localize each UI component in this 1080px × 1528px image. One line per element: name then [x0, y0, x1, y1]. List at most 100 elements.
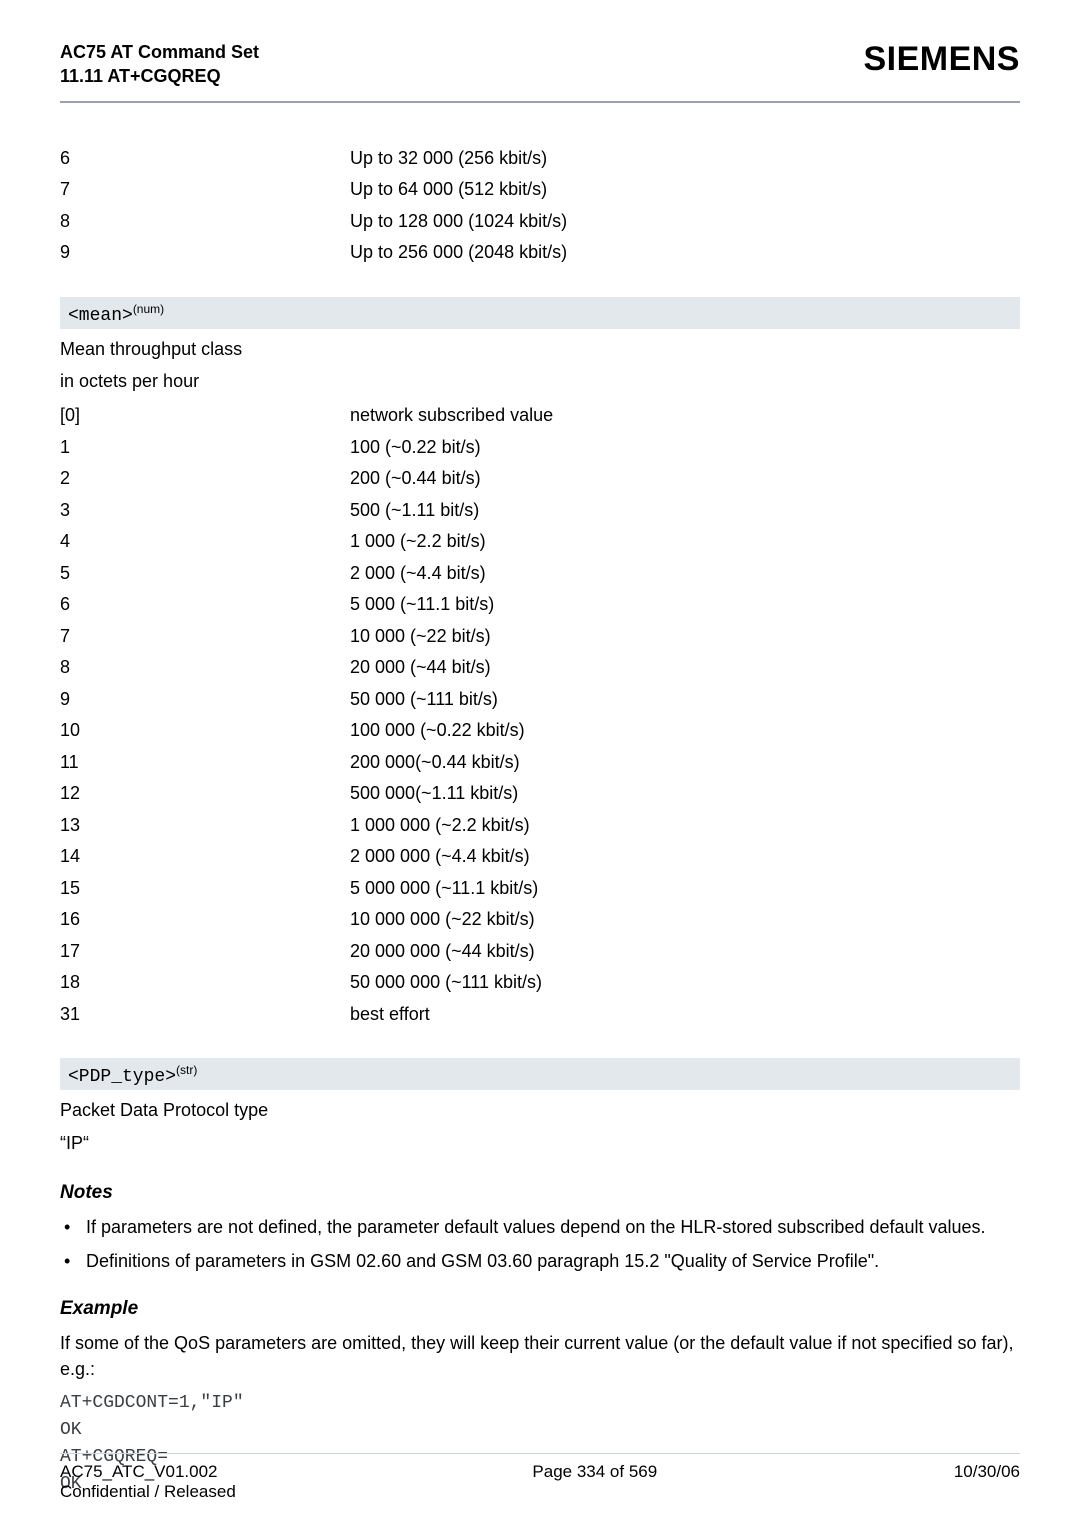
cell-val: 1 000 (~2.2 bit/s)	[350, 526, 1020, 558]
cell-val: 200 000(~0.44 kbit/s)	[350, 747, 1020, 779]
list-item: Definitions of parameters in GSM 02.60 a…	[60, 1248, 1020, 1274]
cell-key: 9	[60, 684, 350, 716]
page: AC75 AT Command Set 11.11 AT+CGQREQ SIEM…	[0, 0, 1080, 1528]
param-desc: in octets per hour	[60, 367, 1020, 396]
example-intro: If some of the QoS parameters are omitte…	[60, 1330, 1020, 1382]
brand-logo: SIEMENS	[863, 40, 1020, 79]
param-desc: “IP“	[60, 1129, 1020, 1158]
cell-key: 18	[60, 967, 350, 999]
table-row: 11200 000(~0.44 kbit/s)	[60, 747, 1020, 779]
cell-val: 500 (~1.11 bit/s)	[350, 495, 1020, 527]
cell-key: 7	[60, 174, 350, 206]
cell-val: 10 000 000 (~22 kbit/s)	[350, 904, 1020, 936]
header-divider	[60, 101, 1020, 103]
cell-key: 16	[60, 904, 350, 936]
cell-val: 2 000 000 (~4.4 kbit/s)	[350, 841, 1020, 873]
table-row: 950 000 (~111 bit/s)	[60, 684, 1020, 716]
cell-key: 6	[60, 589, 350, 621]
table-row: 1100 (~0.22 bit/s)	[60, 432, 1020, 464]
cell-val: 20 000 (~44 bit/s)	[350, 652, 1020, 684]
cell-key: 5	[60, 558, 350, 590]
cell-key: 8	[60, 652, 350, 684]
cell-key: 15	[60, 873, 350, 905]
table-row: [0]network subscribed value	[60, 400, 1020, 432]
table-row: 142 000 000 (~4.4 kbit/s)	[60, 841, 1020, 873]
cell-key: [0]	[60, 400, 350, 432]
param-name: <mean>	[68, 306, 133, 326]
cell-key: 7	[60, 621, 350, 653]
table-row: 131 000 000 (~2.2 kbit/s)	[60, 810, 1020, 842]
cell-key: 17	[60, 936, 350, 968]
table-row: 820 000 (~44 bit/s)	[60, 652, 1020, 684]
table-row: 52 000 (~4.4 bit/s)	[60, 558, 1020, 590]
table-row: 7 Up to 64 000 (512 kbit/s)	[60, 174, 1020, 206]
header-left: AC75 AT Command Set 11.11 AT+CGQREQ	[60, 40, 259, 89]
cell-key: 2	[60, 463, 350, 495]
table-row: 6 Up to 32 000 (256 kbit/s)	[60, 143, 1020, 175]
table-row: 1610 000 000 (~22 kbit/s)	[60, 904, 1020, 936]
cell-key: 3	[60, 495, 350, 527]
table-row: 2200 (~0.44 bit/s)	[60, 463, 1020, 495]
cell-val: 5 000 000 (~11.1 kbit/s)	[350, 873, 1020, 905]
cell-val: Up to 256 000 (2048 kbit/s)	[350, 237, 1020, 269]
cell-key: 12	[60, 778, 350, 810]
cell-val: 5 000 (~11.1 bit/s)	[350, 589, 1020, 621]
cell-val: 50 000 (~111 bit/s)	[350, 684, 1020, 716]
table-row: 31best effort	[60, 999, 1020, 1031]
example-title: Example	[60, 1298, 1020, 1320]
table-row: 41 000 (~2.2 bit/s)	[60, 526, 1020, 558]
param-type-sup: (num)	[133, 302, 164, 316]
footer-right: 10/30/06	[954, 1462, 1020, 1502]
table-row: 1720 000 000 (~44 kbit/s)	[60, 936, 1020, 968]
param-head-pdp-type: <PDP_type>(str)	[60, 1058, 1020, 1090]
cell-key: 6	[60, 143, 350, 175]
param-head-mean: <mean>(num)	[60, 297, 1020, 329]
footer-center: Page 334 of 569	[532, 1462, 657, 1502]
param-type-sup: (str)	[176, 1063, 197, 1077]
cell-val: best effort	[350, 999, 1020, 1031]
table-row: 9 Up to 256 000 (2048 kbit/s)	[60, 237, 1020, 269]
peak-throughput-table: 6 Up to 32 000 (256 kbit/s) 7 Up to 64 0…	[60, 143, 1020, 269]
table-row: 3500 (~1.11 bit/s)	[60, 495, 1020, 527]
cell-val: 200 (~0.44 bit/s)	[350, 463, 1020, 495]
cell-key: 4	[60, 526, 350, 558]
footer-left: AC75_ATC_V01.002 Confidential / Released	[60, 1462, 236, 1502]
cell-val: 1 000 000 (~2.2 kbit/s)	[350, 810, 1020, 842]
cell-key: 8	[60, 206, 350, 238]
doc-subtitle: 11.11 AT+CGQREQ	[60, 64, 259, 88]
cell-key: 13	[60, 810, 350, 842]
cell-val: network subscribed value	[350, 400, 1020, 432]
table-row: 8 Up to 128 000 (1024 kbit/s)	[60, 206, 1020, 238]
cell-val: 20 000 000 (~44 kbit/s)	[350, 936, 1020, 968]
mean-throughput-table: [0]network subscribed value 1100 (~0.22 …	[60, 400, 1020, 1030]
cell-val: Up to 32 000 (256 kbit/s)	[350, 143, 1020, 175]
cell-val: Up to 64 000 (512 kbit/s)	[350, 174, 1020, 206]
param-desc: Mean throughput class	[60, 335, 1020, 364]
cell-key: 14	[60, 841, 350, 873]
cell-key: 1	[60, 432, 350, 464]
cell-val: 10 000 (~22 bit/s)	[350, 621, 1020, 653]
cell-key: 10	[60, 715, 350, 747]
notes-list: If parameters are not defined, the param…	[60, 1214, 1020, 1274]
cell-val: 100 000 (~0.22 kbit/s)	[350, 715, 1020, 747]
cell-key: 11	[60, 747, 350, 779]
table-row: 65 000 (~11.1 bit/s)	[60, 589, 1020, 621]
table-row: 10100 000 (~0.22 kbit/s)	[60, 715, 1020, 747]
param-name: <PDP_type>	[68, 1067, 176, 1087]
doc-title: AC75 AT Command Set	[60, 40, 259, 64]
cell-val: 50 000 000 (~111 kbit/s)	[350, 967, 1020, 999]
cell-val: 100 (~0.22 bit/s)	[350, 432, 1020, 464]
cell-val: 500 000(~1.11 kbit/s)	[350, 778, 1020, 810]
cell-key: 31	[60, 999, 350, 1031]
table-row: 12500 000(~1.11 kbit/s)	[60, 778, 1020, 810]
cell-val: 2 000 (~4.4 bit/s)	[350, 558, 1020, 590]
list-item: If parameters are not defined, the param…	[60, 1214, 1020, 1240]
page-header: AC75 AT Command Set 11.11 AT+CGQREQ SIEM…	[60, 40, 1020, 89]
cell-key: 9	[60, 237, 350, 269]
cell-val: Up to 128 000 (1024 kbit/s)	[350, 206, 1020, 238]
table-row: 155 000 000 (~11.1 kbit/s)	[60, 873, 1020, 905]
param-desc: Packet Data Protocol type	[60, 1096, 1020, 1125]
page-footer: AC75_ATC_V01.002 Confidential / Released…	[60, 1453, 1020, 1502]
notes-title: Notes	[60, 1182, 1020, 1204]
table-row: 710 000 (~22 bit/s)	[60, 621, 1020, 653]
